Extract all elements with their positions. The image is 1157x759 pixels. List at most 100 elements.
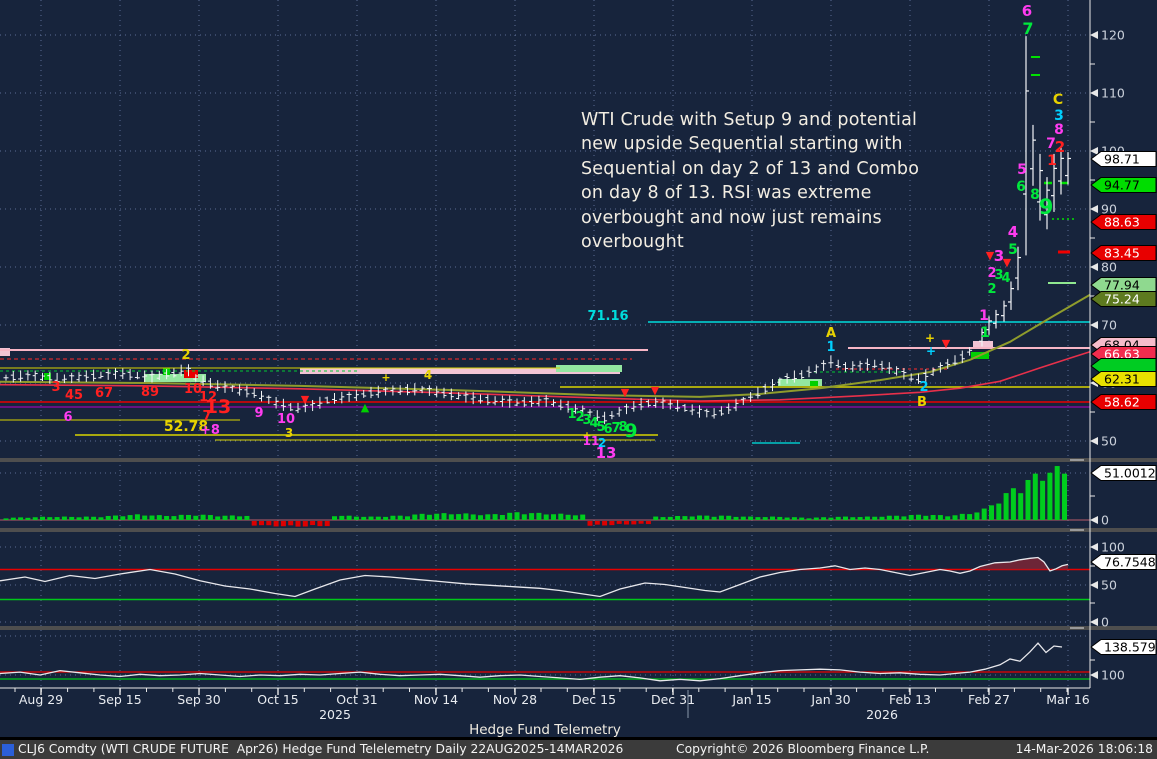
- demark-label: ▼: [986, 249, 995, 262]
- x-axis-label: Aug 29: [19, 692, 63, 707]
- demark-label: 11: [583, 434, 600, 448]
- demark-label: 5: [596, 420, 605, 435]
- panel-divider-handle[interactable]: [1070, 529, 1084, 531]
- svg-text:83.45: 83.45: [1104, 246, 1140, 261]
- y-axis-label: 0: [1101, 513, 1109, 528]
- demark-label: +: [926, 344, 936, 358]
- price-badge: 51.0012: [1090, 465, 1157, 481]
- demark-label: +8: [200, 423, 220, 438]
- demark-label: 13: [596, 444, 617, 462]
- demark-label: 2: [181, 348, 190, 363]
- demark-label: 7: [611, 421, 620, 436]
- x-axis-label: Sep 15: [98, 692, 141, 707]
- demark-label: 6: [1022, 2, 1032, 20]
- demark-label: B: [917, 395, 927, 410]
- status-copyright: Copyright© 2026 Bloomberg Finance L.P.: [676, 742, 930, 756]
- demark-label: ▼: [301, 393, 310, 406]
- volume-panel: [0, 466, 1090, 527]
- momentum-panel: [0, 642, 1090, 682]
- price-bars: [3, 36, 1071, 425]
- x-axis-title: Hedge Fund Telemetry: [469, 722, 621, 738]
- panel-divider-handle[interactable]: [1070, 627, 1084, 629]
- price-badges: 98.7194.7788.6383.4577.9475.2468.0466.63…: [1090, 151, 1157, 655]
- demark-label: 9: [254, 406, 263, 421]
- price-badge: 83.45: [1090, 245, 1157, 261]
- demark-label: 8: [618, 420, 627, 435]
- demark-label: 52.78: [164, 419, 208, 435]
- demark-label: 8: [1030, 187, 1040, 203]
- y-axis-label: 70: [1101, 318, 1117, 333]
- x-axis-label: Oct 31: [336, 692, 378, 707]
- demark-label: 67: [95, 386, 113, 401]
- demark-label: 6: [1016, 179, 1026, 195]
- demark-label: 6: [63, 410, 72, 425]
- y-axis-label: 80: [1101, 260, 1117, 275]
- demark-label: ▼: [651, 384, 660, 397]
- price-badge: 77.94: [1090, 277, 1157, 293]
- svg-text:51.0012: 51.0012: [1104, 466, 1156, 481]
- chart-canvas: 67C38721568945▼3▼234211A1++▼2B2345678961…: [0, 0, 1157, 737]
- y-axis-label: 100: [1101, 668, 1125, 683]
- demark-label: 8: [1054, 122, 1064, 138]
- demark-label: ▲: [361, 401, 370, 414]
- demark-label: 9: [624, 420, 637, 442]
- demark-label: 1: [567, 407, 576, 422]
- demark-label: 3: [994, 247, 1004, 265]
- price-badge: 58.62: [1090, 394, 1157, 410]
- status-timestamp: 14-Mar-2026 18:06:18: [1015, 742, 1153, 756]
- x-axis: Aug 29 Sep 15 Sep 30 Oct 15 Oct 31 Nov 14 Nov …: [0, 687, 1090, 722]
- y-axis-label: 50: [1101, 578, 1117, 593]
- x-axis-label: Nov 14: [414, 692, 458, 707]
- demark-label: 10: [184, 382, 202, 397]
- demark-label: 1: [980, 325, 990, 341]
- demark-label: 1: [826, 340, 835, 355]
- x-axis-label: Feb 27: [968, 692, 1010, 707]
- demark-label: 89: [141, 385, 159, 400]
- svg-text:94.77: 94.77: [1104, 178, 1140, 193]
- svg-text:66.63: 66.63: [1104, 347, 1140, 362]
- status-security-description: CLJ6 Comdty (WTI CRUDE FUTURE Apr26) Hed…: [18, 742, 624, 756]
- demark-label: ▼: [621, 386, 630, 399]
- svg-text:88.63: 88.63: [1104, 215, 1140, 230]
- panel-dividers: [0, 458, 1157, 630]
- chart-plot-area[interactable]: [0, 0, 1090, 688]
- x-axis-label: Jan 30: [810, 692, 850, 707]
- y-axis-label: 100: [1101, 540, 1125, 555]
- svg-text:77.94: 77.94: [1104, 278, 1140, 293]
- demark-label: 71.16: [587, 309, 628, 324]
- price-badge: 75.24: [1090, 291, 1157, 307]
- x-axis-label: Feb 13: [889, 692, 931, 707]
- y-axis-label: 120: [1101, 28, 1125, 43]
- demark-label: 7: [1022, 19, 1033, 38]
- status-bar: CLJ6 Comdty (WTI CRUDE FUTURE Apr26) Hed…: [0, 740, 1157, 759]
- y-axis-label: 50: [1101, 434, 1117, 449]
- demark-label: +: [582, 429, 591, 442]
- demark-label: C: [1053, 92, 1063, 108]
- y-axis-label: 110: [1101, 86, 1125, 101]
- demark-label: 2: [987, 282, 996, 297]
- demark-label: 1: [979, 308, 989, 324]
- moving-averages: [0, 293, 1091, 402]
- svg-text:98.71: 98.71: [1104, 152, 1140, 167]
- demark-label: 12: [199, 390, 217, 405]
- rsi-panel: [0, 556, 1090, 601]
- grid-horizontal: [0, 34, 1090, 676]
- demark-label: 4: [1001, 271, 1010, 286]
- y-axis-label: 0: [1101, 615, 1109, 630]
- demark-label: 5: [1017, 162, 1027, 178]
- demark-label: 4: [424, 368, 432, 382]
- demark-label: A: [826, 326, 836, 341]
- price-badge: 138.5792: [1090, 639, 1157, 655]
- demark-label: 3: [51, 380, 60, 395]
- demark-label: 45: [65, 388, 83, 403]
- x-axis-label: Dec 31: [651, 692, 695, 707]
- demark-label: 4: [1008, 223, 1018, 241]
- panel-divider-handle[interactable]: [1070, 459, 1084, 461]
- price-badge: 76.7548: [1090, 554, 1157, 570]
- svg-text:138.5792: 138.5792: [1104, 640, 1157, 655]
- panel-indicator-icon[interactable]: [2, 743, 14, 756]
- demark-label: 3: [582, 413, 591, 428]
- demark-label: ▼: [942, 337, 951, 350]
- demark-label: 2: [919, 380, 928, 395]
